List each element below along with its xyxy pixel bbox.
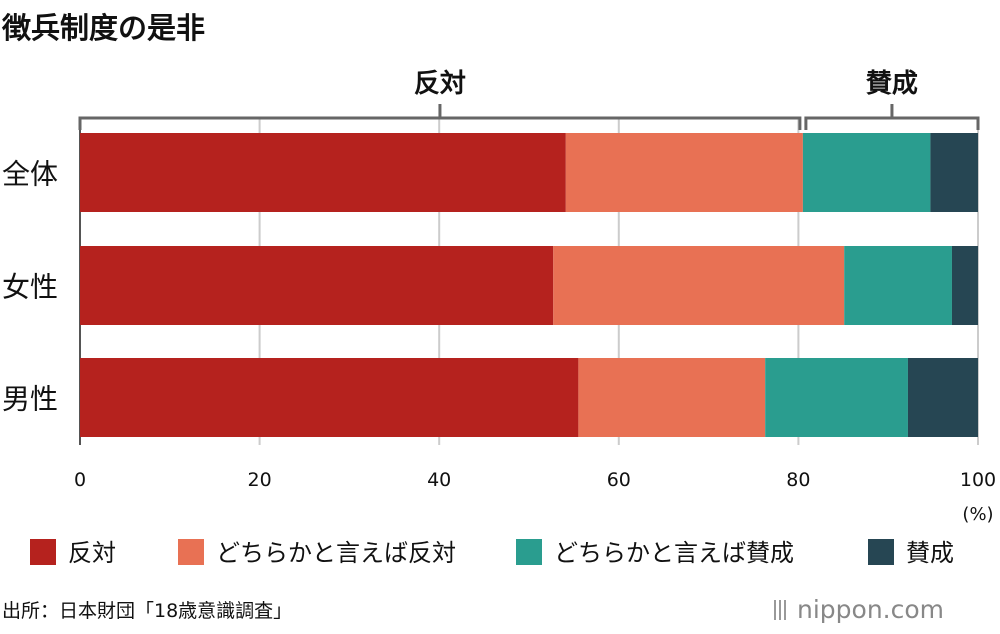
x-tick-label: 0 [74, 469, 86, 491]
bar-segment [844, 246, 952, 325]
legend-label: どちらかと言えば賛成 [554, 539, 794, 567]
bar-segment [802, 133, 931, 212]
legend-label: 賛成 [906, 539, 954, 567]
x-tick-label: 80 [786, 469, 810, 491]
bracket [804, 104, 980, 130]
bar-segment [553, 246, 845, 325]
x-unit-label: (%) [962, 504, 993, 525]
x-tick-label: 60 [607, 469, 631, 491]
bar-segment [565, 133, 803, 212]
legend-swatch [30, 539, 56, 565]
source-note: 出所：日本財団「18歳意識調査」 [2, 600, 292, 622]
bar-segment [765, 358, 908, 437]
bracket-label: 反対 [414, 69, 466, 99]
x-tick-label: 100 [960, 469, 996, 491]
x-tick-label: 40 [427, 469, 451, 491]
bracket [78, 104, 802, 130]
bar-segment [80, 133, 566, 212]
legend-swatch [178, 539, 204, 565]
bar-segment [930, 133, 978, 212]
nippon-logo: nippon.com [774, 595, 944, 624]
bar-segment [578, 358, 766, 437]
legend-swatch [516, 539, 542, 565]
chart-title: 徴兵制度の是非 [1, 11, 205, 45]
legend-label: 反対 [68, 539, 116, 567]
legend-label: どちらかと言えば反対 [216, 539, 456, 567]
bar-segment [907, 358, 978, 437]
bar-segment [80, 358, 579, 437]
bracket-label: 賛成 [866, 69, 918, 99]
logo-text: nippon.com [797, 595, 944, 624]
category-label: 男性 [2, 383, 58, 416]
x-tick-label: 20 [248, 469, 272, 491]
category-label: 全体 [2, 158, 58, 191]
category-label: 女性 [2, 271, 58, 304]
legend-swatch [868, 539, 894, 565]
bar-segment [951, 246, 978, 325]
bar-segment [80, 246, 554, 325]
